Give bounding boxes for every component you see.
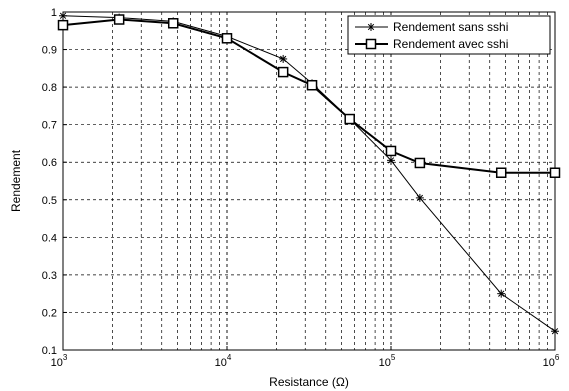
series-line-0 [62,15,556,332]
data-point-square [221,33,233,44]
data-point-square [344,113,355,125]
series-layer [57,11,561,336]
y-tick-label: 0.8 [42,82,57,94]
y-tick-label: 0.1 [42,345,57,357]
legend-label-avec-sshi: Rendement avec sshi [393,37,508,51]
y-tick-label: 0.2 [42,307,57,319]
y-tick-label: 0.5 [42,195,57,207]
y-tick-label: 1 [51,7,57,19]
x-axis-label: Resistance (Ω) [269,375,349,389]
data-point-square [57,19,69,31]
data-point-square [495,167,507,178]
x-tick-label: 105 [379,353,396,369]
data-point-asterisk [279,54,288,63]
x-tick-label: 106 [543,353,560,369]
data-point-square [113,14,125,25]
data-point-square [414,157,426,169]
data-point-asterisk [415,193,424,202]
data-point-square [306,79,318,91]
y-tick-label: 0.7 [42,120,57,132]
data-point-square [167,18,179,29]
legend-label-sans-sshi: Rendement sans sshi [393,20,508,34]
y-axis-label: Rendement [9,149,23,212]
y-tick-label: 0.3 [42,270,57,282]
legend-box [347,15,551,55]
y-tick-label: 0.4 [42,232,57,244]
data-point-asterisk [551,327,559,336]
y-tick-label: 0.9 [42,45,57,57]
data-point-asterisk [59,11,67,20]
data-point-square [277,66,289,78]
x-tick-label: 104 [215,353,232,369]
y-tick-label: 0.6 [42,157,57,169]
grid-lines [63,12,555,350]
x-tick-label: 103 [51,353,68,369]
data-point-square [385,145,397,157]
legend-asterisk-icon [367,23,375,31]
data-point-asterisk [387,156,395,165]
data-point-asterisk [497,289,506,298]
legend-square-icon [365,38,377,50]
data-point-square [549,167,561,178]
legend-asterisk-mark [367,23,375,31]
plot-area-frame [62,11,556,351]
tick-labels: 0.1 0.2 0.3 0.4 0.5 0.6 0.7 0.8 0.9 1 103 104 105 106 [42,7,560,369]
legend: Rendement sans sshi Rendement avec sshi [347,15,551,55]
